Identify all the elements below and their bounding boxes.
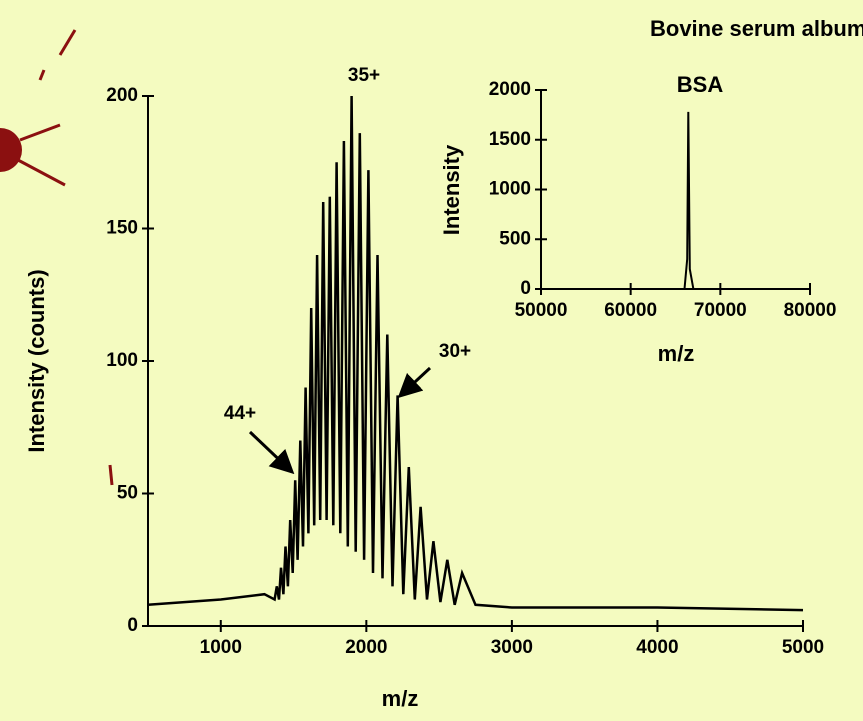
y-tick-label: 150: [106, 218, 138, 239]
x-tick-label: 50000: [515, 300, 568, 321]
peak-annotation: 44+: [224, 403, 256, 424]
x-tick-label: 1000: [200, 637, 242, 658]
annotation-arrow: [397, 366, 432, 399]
chart-title: Bovine serum albumin: [650, 16, 863, 41]
y-tick-label: 50: [117, 483, 138, 504]
spectrum-line: [147, 95, 804, 612]
y-tick-label: 200: [106, 85, 138, 106]
x-axis-label: m/z: [658, 341, 695, 366]
y-tick-label: 1000: [489, 179, 531, 200]
x-tick-label: 70000: [694, 300, 747, 321]
x-axis-label: m/z: [382, 686, 419, 711]
y-tick-label: 0: [520, 278, 531, 299]
y-tick-label: 500: [499, 228, 531, 249]
chart-title: BSA: [677, 72, 724, 97]
y-tick-label: 0: [127, 615, 138, 636]
splatter-decoration: [0, 29, 114, 486]
x-tick-label: 2000: [345, 637, 387, 658]
annotation-arrow: [248, 430, 295, 475]
x-tick-label: 4000: [636, 637, 678, 658]
peak-annotation: 35+: [348, 65, 380, 86]
y-tick-label: 2000: [489, 79, 531, 100]
peak-annotation: 30+: [439, 341, 471, 362]
spectrum-line: [541, 111, 810, 290]
x-tick-label: 5000: [782, 637, 824, 658]
y-tick-label: 100: [106, 350, 138, 371]
x-tick-label: 80000: [784, 300, 837, 321]
y-tick-label: 1500: [489, 129, 531, 150]
x-tick-label: 3000: [491, 637, 533, 658]
y-axis-label: Intensity: [439, 144, 464, 235]
y-axis-label: Intensity (counts): [24, 269, 49, 452]
x-tick-label: 60000: [604, 300, 657, 321]
